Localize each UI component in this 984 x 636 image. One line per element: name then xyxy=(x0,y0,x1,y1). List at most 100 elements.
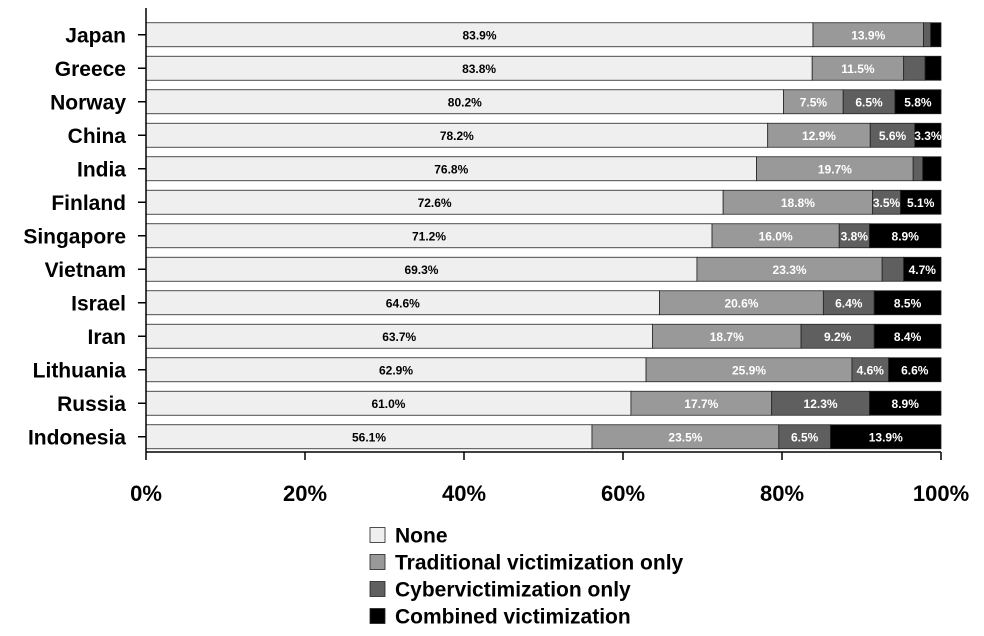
data-label-iran-traditional-victimization-only: 18.7% xyxy=(710,330,744,344)
data-label-indonesia-none: 56.1% xyxy=(352,430,386,444)
bar-segment-israel-combined-victimization xyxy=(873,290,942,316)
bar-segment-norway-cybervictimization-only xyxy=(842,89,896,115)
bar-segment-greece-cybervictimization-only xyxy=(903,55,926,81)
data-label-iran-cybervictimization-only: 9.2% xyxy=(824,330,852,344)
data-label-china-combined-victimization: 3.3% xyxy=(914,129,942,143)
category-label-vietnam: Vietnam xyxy=(45,259,126,282)
data-label-finland-combined-victimization: 5.1% xyxy=(907,196,935,210)
data-label-israel-cybervictimization-only: 6.4% xyxy=(835,296,863,310)
data-label-finland-none: 72.6% xyxy=(418,196,452,210)
category-label-lithuania: Lithuania xyxy=(33,359,127,382)
category-label-indonesia: Indonesia xyxy=(28,426,126,449)
data-label-lithuania-traditional-victimization-only: 25.9% xyxy=(732,363,766,377)
bar-segment-norway-combined-victimization xyxy=(894,89,942,115)
legend-swatch-cybervictimization-only xyxy=(369,581,386,597)
data-label-finland-cybervictimization-only: 3.5% xyxy=(873,196,901,210)
data-label-iran-combined-victimization: 8.4% xyxy=(894,330,922,344)
bar-segment-russia-traditional-victimization-only xyxy=(630,390,773,416)
category-label-finland: Finland xyxy=(51,192,126,215)
bar-segment-japan-none xyxy=(145,22,814,48)
data-label-japan-traditional-victimization-only: 13.9% xyxy=(851,28,885,42)
bar-segment-india-none xyxy=(145,156,757,182)
data-label-indonesia-cybervictimization-only: 6.5% xyxy=(791,430,819,444)
data-label-china-traditional-victimization-only: 12.9% xyxy=(802,129,836,143)
legend-swatch-traditional-victimization-only xyxy=(369,554,386,570)
bar-segment-india-combined-victimization xyxy=(922,156,942,182)
x-tick-label-1: 20% xyxy=(283,481,327,506)
bar-segment-indonesia-combined-victimization xyxy=(830,424,942,450)
bar-segment-greece-none xyxy=(145,55,813,81)
bar-segment-singapore-traditional-victimization-only xyxy=(711,223,840,249)
data-label-iran-none: 63.7% xyxy=(382,330,416,344)
bar-segment-iran-combined-victimization xyxy=(873,323,942,349)
bar-segment-russia-none xyxy=(145,390,632,416)
bar-segment-china-combined-victimization xyxy=(914,122,942,148)
category-label-japan: Japan xyxy=(65,24,126,47)
bar-segment-vietnam-combined-victimization xyxy=(903,256,942,282)
bar-segment-norway-traditional-victimization-only xyxy=(783,89,844,115)
data-label-japan-none: 83.9% xyxy=(462,28,496,42)
data-label-china-cybervictimization-only: 5.6% xyxy=(879,129,907,143)
bar-segment-singapore-combined-victimization xyxy=(869,223,942,249)
bar-segment-lithuania-combined-victimization xyxy=(888,357,942,383)
bar-segment-indonesia-none xyxy=(145,424,593,450)
data-label-russia-traditional-victimization-only: 17.7% xyxy=(684,397,718,411)
data-label-norway-combined-victimization: 5.8% xyxy=(904,95,932,109)
data-label-norway-traditional-victimization-only: 7.5% xyxy=(800,95,828,109)
data-label-russia-cybervictimization-only: 12.3% xyxy=(804,397,838,411)
bar-segment-vietnam-none xyxy=(145,256,698,282)
x-tick-label-3: 60% xyxy=(601,481,645,506)
bar-segment-china-traditional-victimization-only xyxy=(767,122,871,148)
legend-label-cybervictimization-only: Cybervictimization only xyxy=(395,579,631,602)
axes-layer: Japan Greece Norway China India Finland Singap… xyxy=(23,8,969,506)
data-label-indonesia-traditional-victimization-only: 23.5% xyxy=(668,430,702,444)
bar-segment-israel-cybervictimization-only xyxy=(822,290,875,316)
data-label-israel-combined-victimization: 8.5% xyxy=(894,296,922,310)
bar-segment-japan-cybervictimization-only xyxy=(923,22,932,48)
category-label-singapore: Singapore xyxy=(23,225,126,248)
legend-label-traditional-victimization-only: Traditional victimization only xyxy=(395,552,684,575)
bar-segment-india-traditional-victimization-only xyxy=(756,156,914,182)
legend-label-combined-victimization: Combined victimization xyxy=(395,606,631,629)
data-label-greece-traditional-victimization-only: 11.5% xyxy=(841,62,875,76)
data-label-israel-traditional-victimization-only: 20.6% xyxy=(724,296,758,310)
bar-segment-finland-traditional-victimization-only xyxy=(722,189,874,215)
x-tick-label-4: 80% xyxy=(760,481,804,506)
bar-segment-lithuania-none xyxy=(145,357,647,383)
data-label-lithuania-cybervictimization-only: 4.6% xyxy=(857,363,885,377)
x-tick-label-0: 0% xyxy=(130,481,162,506)
category-label-china: China xyxy=(68,125,127,148)
data-label-singapore-traditional-victimization-only: 16.0% xyxy=(759,229,793,243)
bar-segment-singapore-cybervictimization-only xyxy=(838,223,870,249)
bar-segment-japan-traditional-victimization-only xyxy=(812,22,924,48)
category-label-israel: Israel xyxy=(71,292,126,315)
bar-segment-vietnam-cybervictimization-only xyxy=(881,256,905,282)
legend: None Traditional victimization only Cyberv… xyxy=(369,525,684,629)
legend-swatch-none xyxy=(369,527,386,543)
data-label-lithuania-none: 62.9% xyxy=(379,363,413,377)
bar-segment-singapore-none xyxy=(145,223,713,249)
legend-label-none: None xyxy=(395,525,448,548)
data-label-vietnam-combined-victimization: 4.7% xyxy=(909,263,937,277)
data-label-finland-traditional-victimization-only: 18.8% xyxy=(781,196,815,210)
bar-segment-russia-combined-victimization xyxy=(869,390,942,416)
legend-swatch-combined-victimization xyxy=(369,608,386,624)
bar-segment-israel-traditional-victimization-only xyxy=(659,290,824,316)
category-label-greece: Greece xyxy=(55,58,126,81)
data-label-india-none: 76.8% xyxy=(434,162,468,176)
data-label-israel-none: 64.6% xyxy=(386,296,420,310)
bars-layer: 83.9% 13.9% 83.8% 11.5% 80.2% 7.5% 6.5% 5.8% 78.… xyxy=(145,22,942,450)
data-label-vietnam-none: 69.3% xyxy=(404,263,438,277)
category-label-india: India xyxy=(77,158,126,181)
data-label-singapore-combined-victimization: 8.9% xyxy=(892,229,920,243)
bar-segment-finland-combined-victimization xyxy=(900,189,942,215)
bar-segment-japan-combined-victimization xyxy=(930,22,942,48)
bar-segment-greece-combined-victimization xyxy=(924,55,942,81)
x-tick-label-5: 100% xyxy=(913,481,969,506)
category-label-russia: Russia xyxy=(57,393,126,416)
data-label-china-none: 78.2% xyxy=(440,129,474,143)
bar-segment-india-cybervictimization-only xyxy=(912,156,924,182)
data-label-singapore-cybervictimization-only: 3.8% xyxy=(841,229,869,243)
